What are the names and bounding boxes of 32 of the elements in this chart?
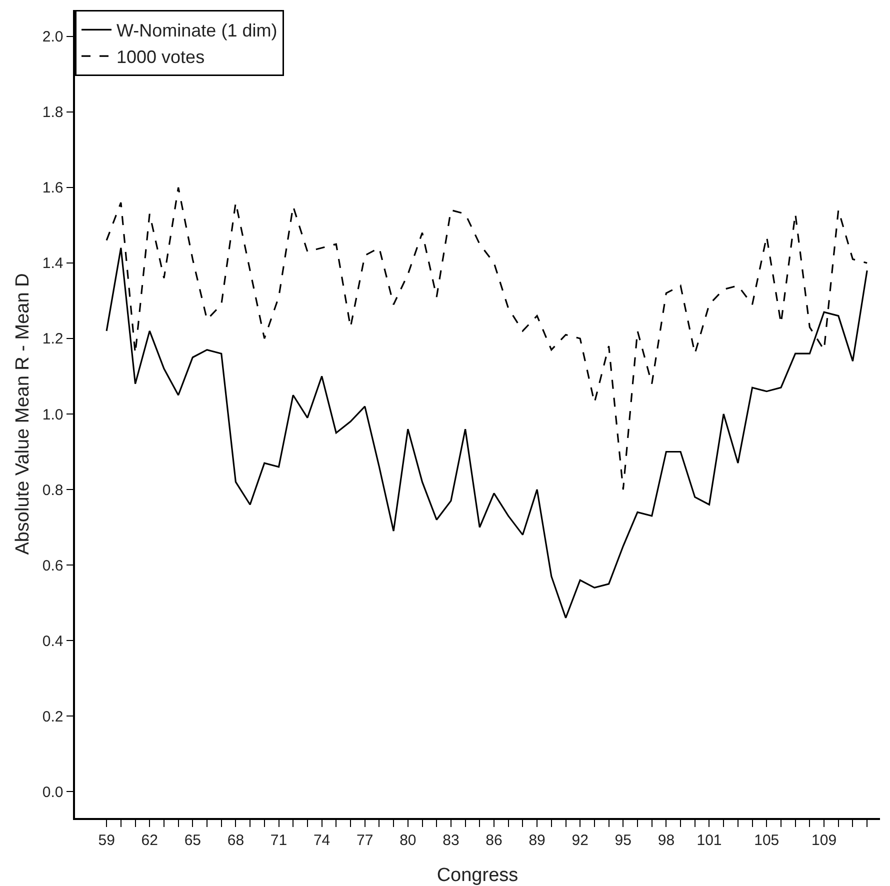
x-tick-label: 95 [614,832,632,849]
x-tick-label: 83 [442,832,460,849]
x-tick-label: 98 [658,832,675,849]
x-tick-label: 68 [227,832,244,849]
x-tick-label: 71 [270,832,288,849]
y-tick-label: 0.6 [42,557,64,574]
y-tick-label: 0.0 [42,784,64,801]
y-tick-label: 1.4 [42,255,64,272]
y-tick-label: 2.0 [42,28,64,46]
x-tick-label: 77 [356,832,374,849]
x-tick-label: 89 [528,832,546,849]
y-tick-label: 1.0 [42,406,64,424]
legend-label: 1000 votes [116,47,205,68]
x-tick-label: 86 [486,832,502,849]
y-tick-label: 1.2 [42,330,64,348]
x-tick-label: 59 [98,832,115,849]
y-axis-title: Absolute Value Mean R - Mean D [12,273,34,555]
y-tick-label: 0.4 [42,632,64,650]
x-tick-label: 101 [696,832,722,849]
x-tick-label: 105 [754,832,780,849]
y-tick-label: 0.2 [42,708,64,726]
legend-label: W-Nominate (1 dim) [116,20,278,41]
x-tick-label: 65 [184,832,202,849]
x-tick-label: 92 [572,832,588,849]
y-tick-label: 1.6 [42,180,64,197]
x-axis-title: Congress [436,865,518,886]
y-tick-label: 1.8 [42,104,64,122]
y-tick-label: 0.8 [42,482,64,499]
x-tick-label: 74 [313,832,330,849]
x-tick-label: 80 [400,832,416,849]
x-tick-label: 109 [812,832,837,849]
x-tick-label: 62 [141,832,158,849]
